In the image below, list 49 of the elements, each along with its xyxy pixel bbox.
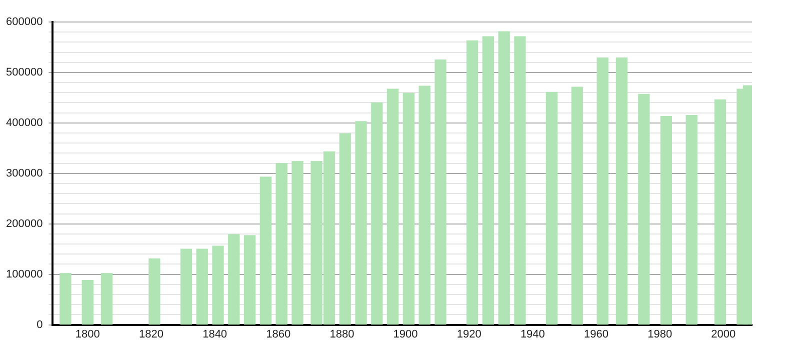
- bar: [148, 258, 160, 325]
- y-tick-label: 0: [36, 318, 43, 331]
- bar: [466, 40, 478, 325]
- bar: [402, 92, 415, 325]
- bar: [244, 235, 256, 325]
- bar: [371, 102, 383, 325]
- bar: [276, 162, 288, 325]
- bar: [355, 121, 367, 325]
- bar: [212, 246, 224, 325]
- x-tick-label: 1880: [330, 328, 354, 340]
- bar: [418, 86, 430, 325]
- y-tick-label: 200000: [6, 218, 43, 230]
- bar: [616, 58, 628, 325]
- x-tick-label: 1800: [75, 328, 100, 340]
- bar: [228, 234, 240, 325]
- y-tick-label: 600000: [6, 16, 43, 28]
- bar: [596, 58, 608, 325]
- bar: [196, 248, 208, 325]
- x-tick-label: 1840: [202, 328, 228, 340]
- x-tick-label: 1940: [520, 328, 545, 340]
- x-tick-label: 1900: [393, 328, 418, 340]
- bar: [60, 272, 72, 325]
- y-tick-label: 400000: [6, 116, 43, 129]
- x-tick-label: 1860: [266, 328, 291, 340]
- x-tick-label: 2000: [711, 328, 736, 340]
- y-tick-label: 100000: [6, 268, 43, 280]
- bar: [546, 92, 558, 325]
- x-tick-label: 1820: [139, 328, 164, 340]
- x-tick-label: 1960: [584, 328, 608, 340]
- x-tick-label: 1980: [648, 328, 672, 340]
- bar: [180, 248, 192, 325]
- bar: [686, 115, 698, 325]
- bar: [514, 36, 526, 325]
- bar: [638, 94, 650, 325]
- bar: [571, 86, 584, 325]
- bar: [82, 280, 94, 325]
- bar: [260, 176, 272, 325]
- bar: [100, 272, 113, 325]
- bar: [482, 36, 494, 325]
- y-tick-label: 500000: [6, 66, 43, 78]
- y-tick-label: 300000: [6, 167, 43, 180]
- bar: [660, 116, 672, 325]
- bar: [292, 160, 304, 325]
- bar: [434, 60, 446, 325]
- bar: [498, 31, 510, 325]
- bar: [339, 133, 351, 325]
- bar: [714, 99, 726, 325]
- bar: [386, 88, 399, 325]
- x-tick-label: 1920: [456, 328, 482, 340]
